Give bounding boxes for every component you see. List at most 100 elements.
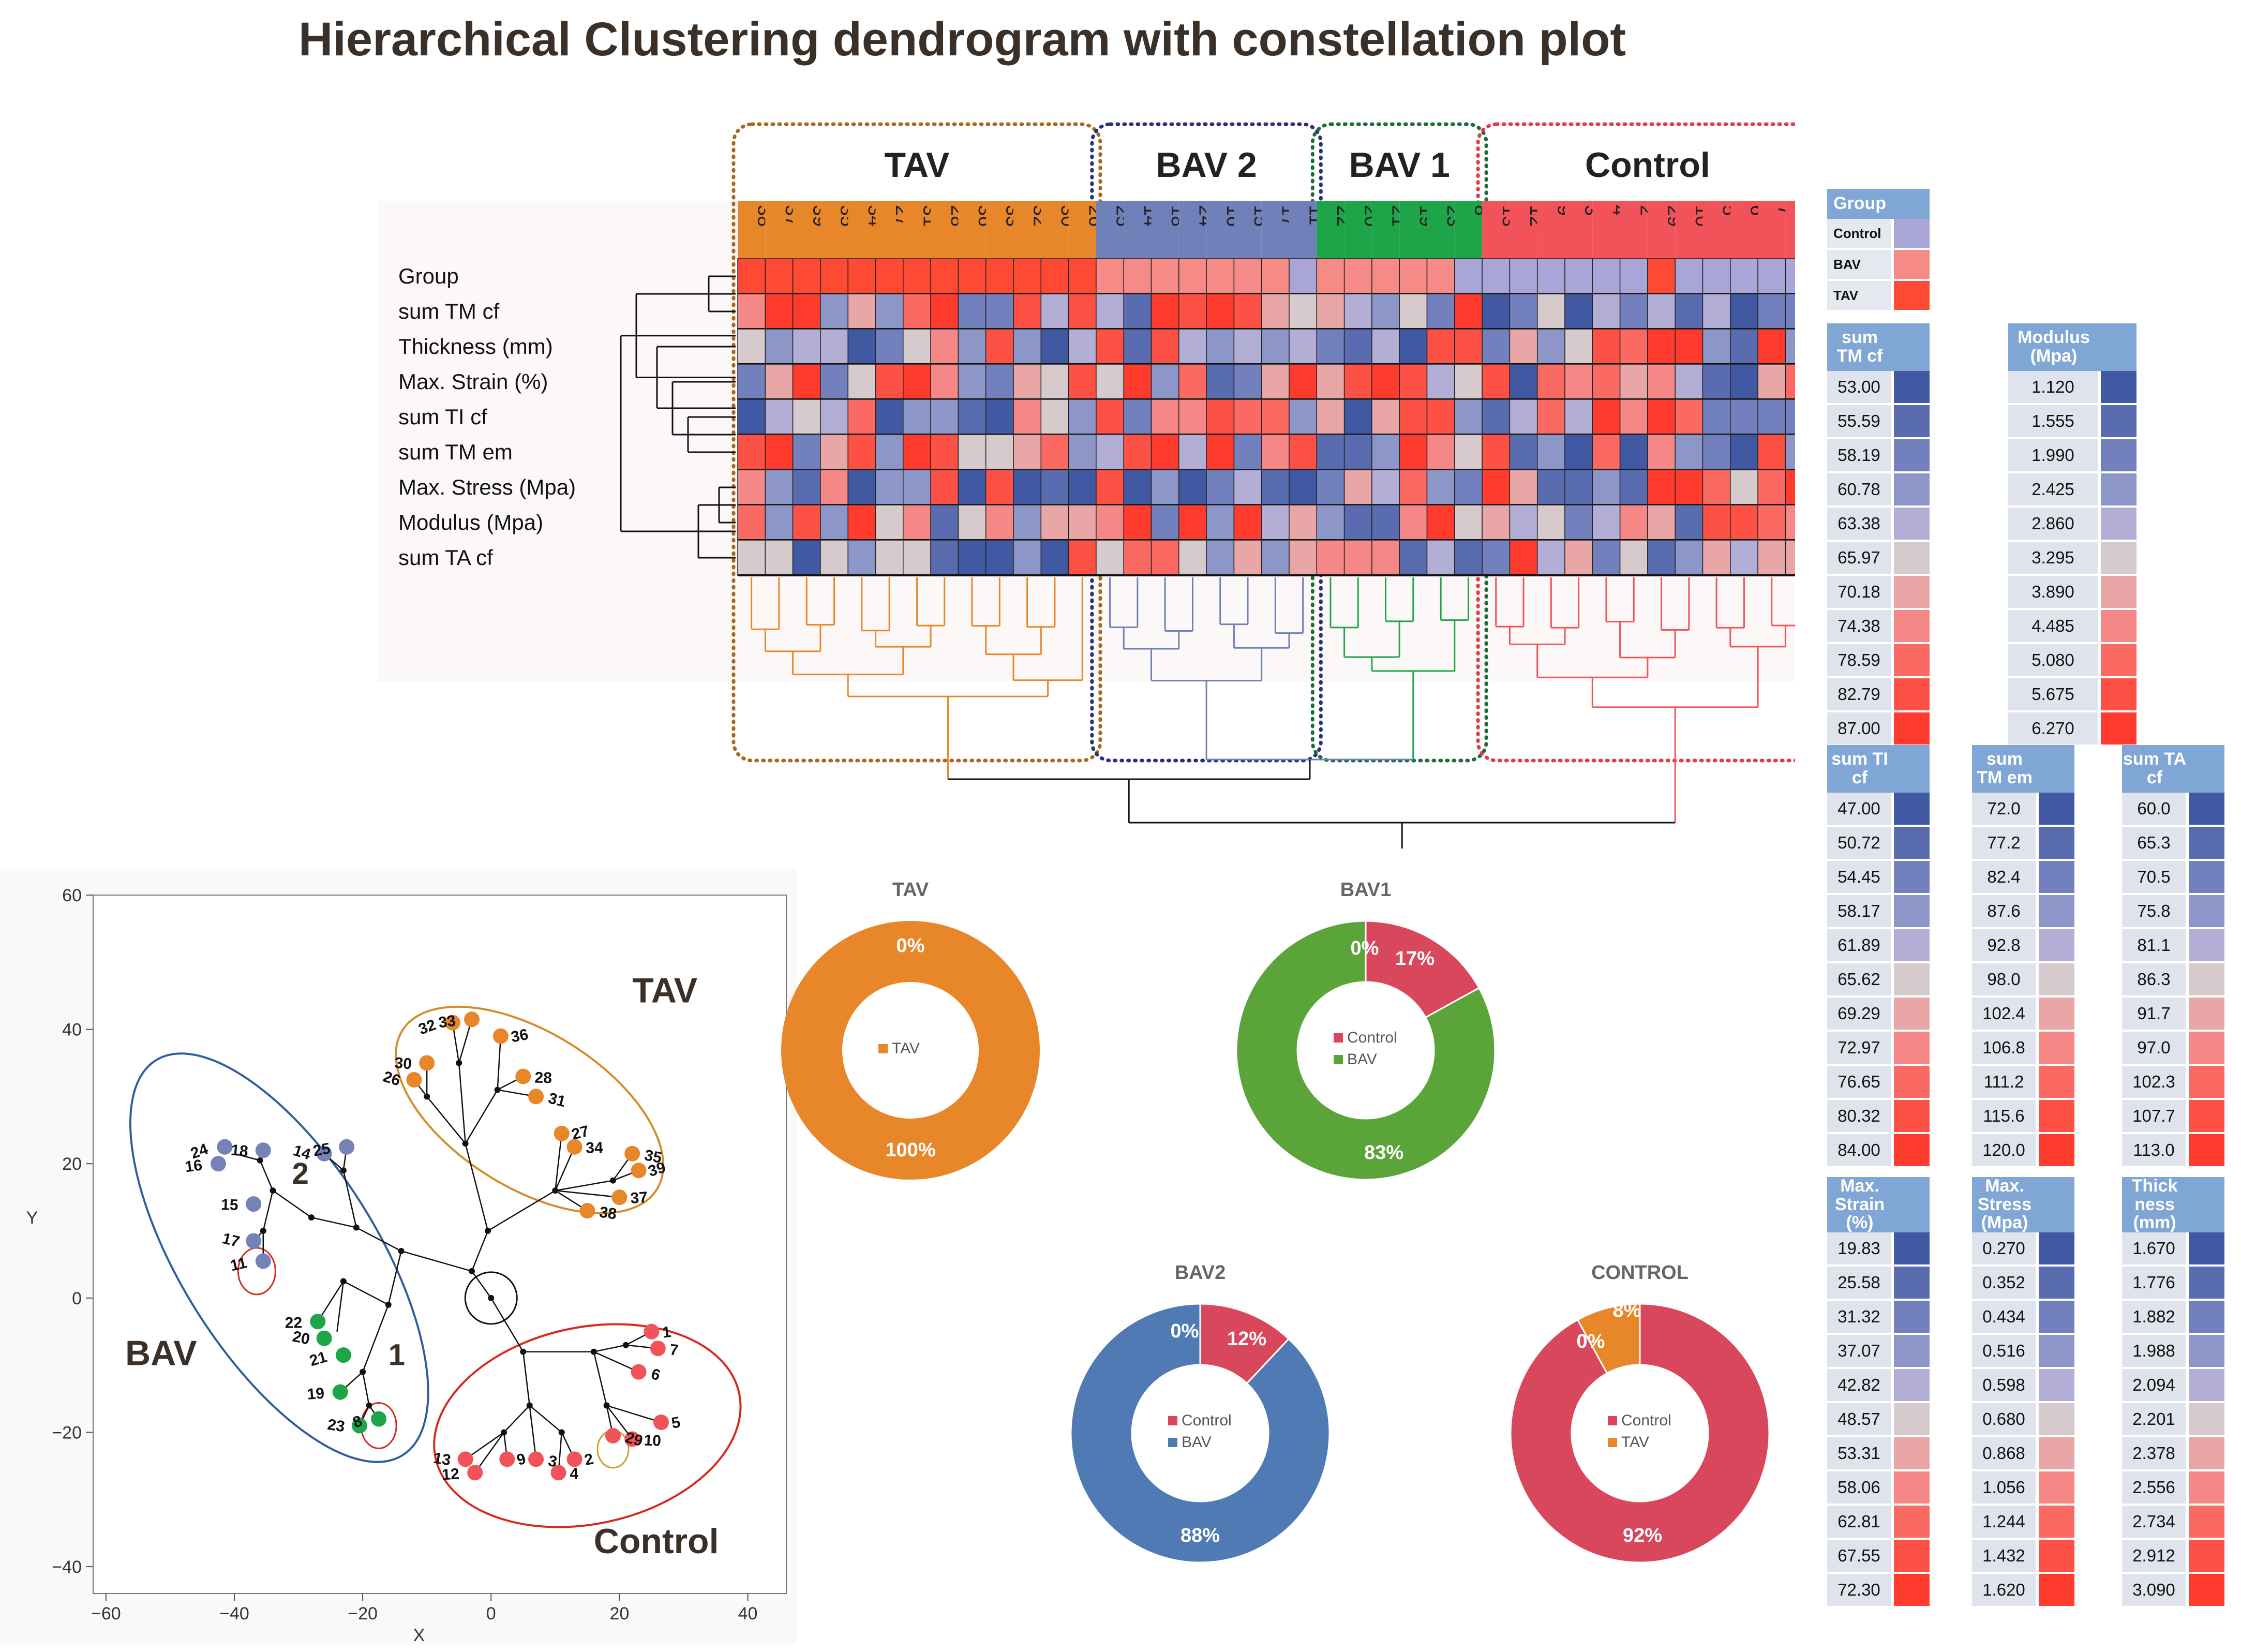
legend-value: 120.0 [1972, 1133, 2037, 1168]
legend-value: 107.7 [2122, 1099, 2187, 1134]
heatmap-cell [1233, 469, 1262, 505]
heatmap-cell [1675, 293, 1704, 330]
legend-value: 115.6 [1972, 1099, 2037, 1134]
heatmap-cell [1343, 258, 1372, 294]
column-header-cell [1013, 201, 1041, 259]
heatmap-cell [1151, 434, 1179, 470]
data-point [611, 1189, 628, 1205]
constellation-node [558, 1429, 565, 1436]
legend-value: 53.31 [1827, 1436, 1892, 1472]
donut-legend-swatch [1334, 1055, 1343, 1064]
legend-header: sum TA cf [2122, 745, 2187, 793]
heatmap-cell [1371, 469, 1400, 505]
legend-value: 1.990 [2008, 438, 2099, 473]
legend-value: 42.82 [1827, 1368, 1892, 1404]
heatmap-cell [1619, 540, 1648, 576]
legend-value: 2.912 [2122, 1539, 2187, 1574]
heatmap-cell [1068, 504, 1097, 541]
heatmap-cell [1013, 469, 1042, 505]
heatmap-cell [1371, 258, 1400, 294]
heatmap-cell [1040, 469, 1069, 505]
heatmap-cell [1619, 364, 1648, 400]
constellation-branch [356, 1227, 402, 1252]
heatmap-cell [1509, 469, 1538, 505]
legend-swatch [2036, 1334, 2074, 1370]
constellation-branch [262, 1190, 274, 1231]
legend-value: 87.6 [1972, 894, 2037, 929]
constellation-node [501, 1429, 507, 1436]
donut-title: CONTROL [1591, 1262, 1689, 1284]
heatmap-cell [1399, 258, 1428, 294]
heatmap-cell [1399, 399, 1428, 435]
heatmap-cell [958, 399, 987, 435]
heatmap-cell [958, 469, 987, 505]
heatmap-cell [985, 504, 1014, 541]
heatmap-cell [1482, 329, 1511, 365]
heatmap-cell [1426, 364, 1455, 400]
legend-value: 106.8 [1972, 1031, 2037, 1066]
legend-swatch [2036, 1133, 2074, 1168]
heatmap-cell [1178, 540, 1207, 576]
heatmap-cell [1536, 540, 1565, 576]
constellation-branch [362, 1304, 389, 1373]
row-label: sum TM em [398, 440, 513, 464]
legend-value: 19.83 [1827, 1232, 1892, 1267]
legend-value: 2.425 [2008, 472, 2099, 508]
heatmap-cell [903, 434, 931, 470]
heatmap-cell [1316, 364, 1345, 400]
heatmap-cell [1426, 434, 1455, 470]
legend-swatch [2036, 1099, 2074, 1134]
legend-swatch [2098, 438, 2137, 473]
constellation-branch [474, 1432, 505, 1474]
heatmap-cell [1536, 399, 1565, 435]
data-point [644, 1323, 660, 1340]
heatmap-cell [875, 540, 904, 576]
legend-swatch [2186, 996, 2224, 1032]
data-point [550, 1465, 566, 1481]
legend-swatch [2186, 1402, 2224, 1438]
donut-legend-swatch [1334, 1033, 1343, 1043]
heatmap-cell [792, 469, 821, 505]
legend-max_strain: Max. Strain (%) 19.83 25.58 31.32 37.07 42.82… [1827, 1177, 1930, 1609]
column-header-cell [1178, 201, 1207, 259]
data-point [653, 1414, 669, 1430]
heatmap-cell [1040, 329, 1069, 365]
legend-sum_tm_em: sum TM em 72.0 77.2 82.4 87.6 92.8 98.0 102.4 10… [1972, 745, 2074, 1168]
heatmap-cell [1343, 469, 1372, 505]
legend-value: 50.72 [1827, 826, 1892, 861]
legend-swatch [1891, 1505, 1930, 1540]
heatmap-cell [1536, 434, 1565, 470]
group-label-bav: BAV [125, 1334, 197, 1373]
donut-legend-label: TAV [1621, 1434, 1649, 1451]
heatmap-cell [1509, 258, 1538, 294]
heatmap-cell [903, 364, 931, 400]
heatmap-cell [765, 434, 794, 470]
heatmap-cell [903, 293, 931, 330]
column-header-cell [848, 201, 876, 259]
constellation-branch [555, 1147, 575, 1191]
heatmap-cell [1564, 329, 1593, 365]
legend-swatch [2098, 371, 2137, 405]
heatmap-cell [1289, 540, 1318, 576]
legend-swatch [1891, 507, 1930, 542]
column-header-cell [1510, 201, 1537, 259]
legend-swatch [2186, 1099, 2224, 1134]
heatmap-cell [875, 329, 904, 365]
heatmap-cell [737, 399, 766, 435]
legend-value: 65.62 [1827, 962, 1892, 998]
point-label: 35 [643, 1147, 663, 1167]
legend-value: 76.65 [1827, 1065, 1892, 1100]
donut-legend-label: BAV [1347, 1051, 1377, 1068]
cluster-label: BAV 2 [1156, 145, 1257, 185]
heatmap-cell [1730, 434, 1758, 470]
constellation-branch [317, 1281, 344, 1322]
point-label: 13 [432, 1450, 452, 1469]
cluster-box [1476, 122, 1795, 763]
constellation-branch [272, 1190, 312, 1218]
heatmap-cell [930, 434, 959, 470]
data-point [528, 1089, 544, 1105]
point-label: 19 [307, 1385, 325, 1403]
heatmap-cell [1454, 399, 1483, 435]
legend-swatch [1891, 1099, 1930, 1134]
constellation-branch [606, 1405, 662, 1423]
